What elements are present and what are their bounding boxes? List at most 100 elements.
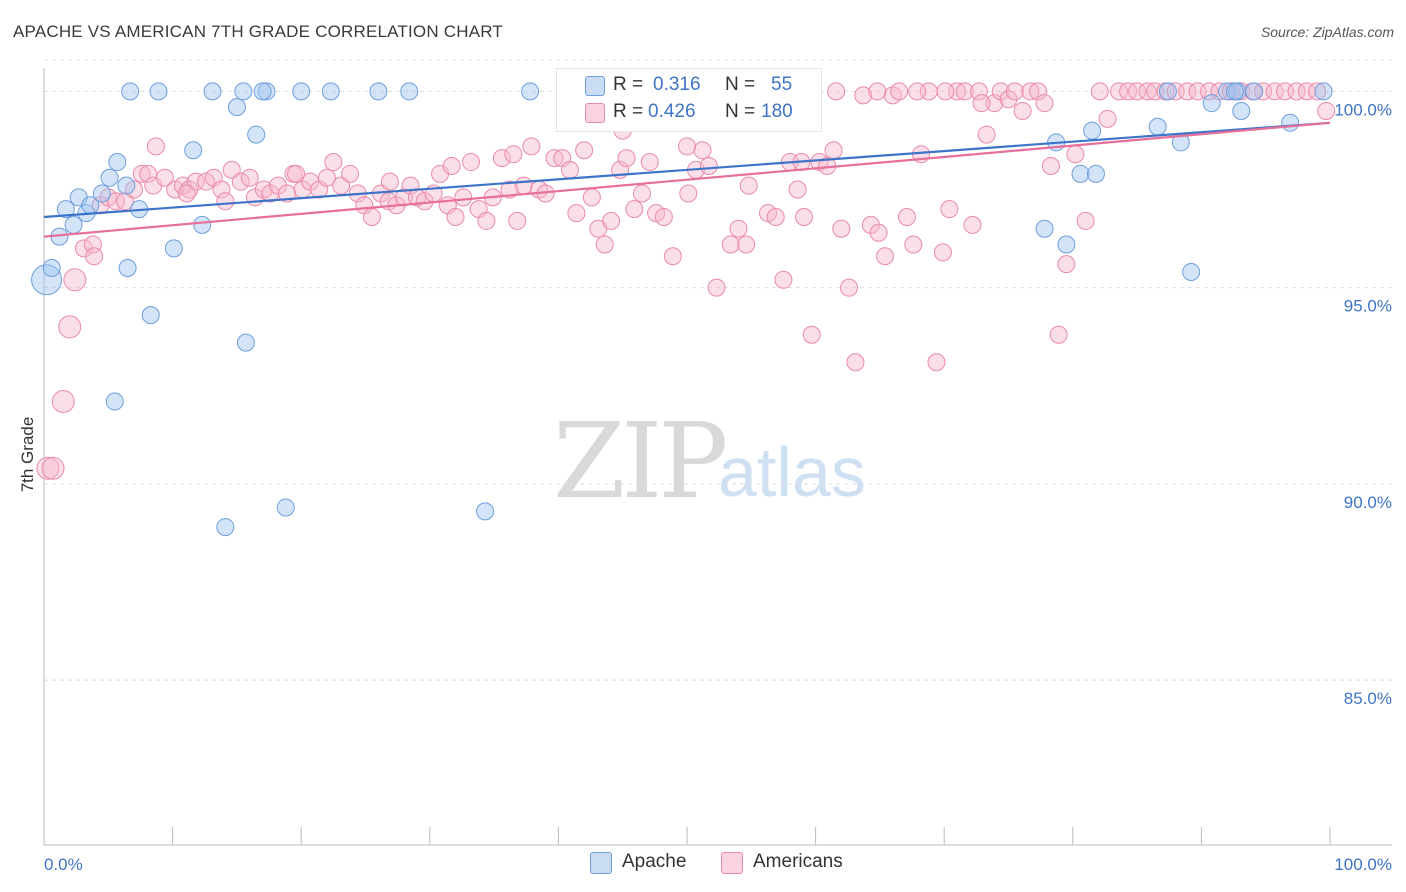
apache-point (247, 125, 266, 144)
apache-point (253, 82, 272, 101)
americans-point (737, 235, 756, 254)
americans-point (85, 247, 104, 266)
legend-label-americans: Americans (753, 851, 843, 872)
r-value-americans: 0.426 (648, 101, 696, 122)
americans-point (654, 208, 673, 226)
axes (43, 68, 1392, 846)
americans-point (861, 215, 880, 234)
americans-point (362, 208, 381, 226)
apache-point (31, 264, 63, 296)
americans-point (287, 164, 306, 183)
americans-point (972, 94, 991, 113)
y-tick-label: 85.0% (1344, 689, 1392, 708)
x-tick-label: 0.0% (44, 855, 83, 874)
americans-point (317, 168, 336, 187)
americans-point (832, 219, 851, 238)
apache-point (64, 215, 83, 234)
americans-point (940, 200, 959, 219)
americans-point (1287, 82, 1306, 101)
apache-point (108, 153, 127, 172)
americans-point (908, 82, 927, 101)
apache-point (100, 168, 119, 187)
n-label: N = (725, 74, 756, 95)
americans-point (774, 270, 793, 289)
americans-point (1138, 82, 1157, 101)
americans-point (788, 180, 807, 199)
apache-point (276, 498, 295, 517)
americans-point (1029, 82, 1048, 101)
apache-point (1225, 82, 1244, 101)
americans-point (504, 145, 523, 164)
apache-point (184, 141, 203, 160)
americans-point (58, 315, 82, 339)
y-tick-label: 90.0% (1344, 493, 1392, 512)
americans-point (492, 149, 511, 168)
americans-point (1021, 82, 1040, 101)
americans-point (1066, 145, 1085, 164)
y-tick-label: 95.0% (1344, 297, 1392, 316)
apache-point (236, 333, 255, 352)
americans-trend-line (43, 121, 1331, 238)
apache-point (1182, 262, 1201, 281)
apache-point (193, 215, 212, 234)
apache-point (1071, 164, 1090, 183)
americans-point (1005, 82, 1024, 101)
americans-point (1200, 82, 1219, 101)
apache-point (149, 82, 168, 101)
americans-point (341, 164, 360, 183)
n-value-americans: 180 (761, 101, 793, 122)
americans-point (766, 208, 785, 226)
apache-point (1158, 82, 1177, 101)
americans-point (1110, 82, 1129, 101)
apache-point (1232, 102, 1251, 121)
apache-point (92, 184, 111, 203)
americans-point (582, 188, 601, 207)
americans-point (177, 184, 196, 203)
americans-point (663, 247, 682, 266)
americans-point (146, 137, 165, 156)
apache-point (234, 82, 253, 101)
apache-swatch (585, 76, 605, 96)
apache-point (257, 82, 276, 101)
americans-point (802, 325, 821, 344)
americans-point (575, 141, 594, 160)
americans-point (1128, 82, 1147, 101)
n-value-apache: 55 (771, 74, 793, 95)
apache-point (141, 306, 160, 325)
apache-point (1086, 164, 1105, 183)
chart-title: APACHE VS AMERICAN 7TH GRADE CORRELATION… (13, 22, 504, 41)
apache-point (1083, 121, 1102, 140)
y-axis-title: 7th Grade (18, 417, 37, 493)
apache-point (164, 239, 183, 258)
trend-lines (43, 121, 1331, 238)
americans-point (904, 235, 923, 254)
apache-point (369, 82, 388, 101)
americans-point (395, 188, 414, 207)
americans-point (721, 235, 740, 254)
americans-point (739, 176, 758, 195)
americans-point (869, 223, 888, 242)
americans-point (625, 200, 644, 219)
americans-point (927, 353, 946, 372)
americans-point (795, 208, 814, 226)
americans-point (1146, 82, 1165, 101)
americans-point (679, 184, 698, 203)
apache-point (476, 502, 495, 521)
gridlines (44, 59, 1392, 681)
x-tick-label: 100.0% (1334, 855, 1392, 874)
americans-swatch (585, 103, 605, 123)
americans-point (155, 168, 174, 187)
apache-point (292, 82, 311, 101)
americans-point (500, 180, 519, 199)
americans-point (545, 149, 564, 168)
americans-point (1317, 102, 1336, 121)
americans-point (231, 172, 250, 191)
apache-point (227, 98, 246, 117)
americans-point (936, 82, 955, 101)
americans-point (41, 456, 65, 480)
americans-point (963, 215, 982, 234)
americans-point (985, 94, 1004, 113)
americans-point (508, 211, 527, 230)
apache-point (56, 200, 75, 219)
